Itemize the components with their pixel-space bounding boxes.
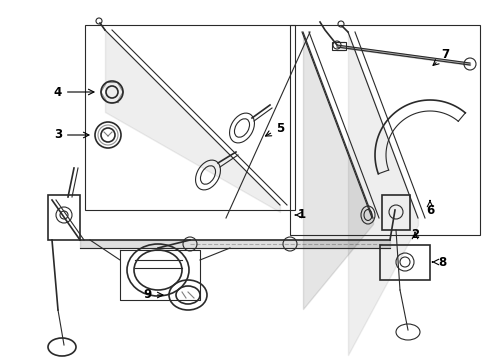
Text: 7: 7 [433,49,449,66]
Text: 6: 6 [426,201,434,216]
Bar [380,245,430,280]
Text: 4: 4 [54,85,94,99]
Bar [48,195,80,240]
Bar [382,195,410,230]
Text: 5: 5 [266,122,284,136]
Bar [332,42,346,50]
Text: 1: 1 [295,208,306,221]
Bar [85,25,295,210]
Text: 9: 9 [144,288,163,302]
Text: 2: 2 [411,229,419,242]
Text: 3: 3 [54,129,89,141]
Text: 8: 8 [432,256,446,269]
Bar [290,25,480,235]
